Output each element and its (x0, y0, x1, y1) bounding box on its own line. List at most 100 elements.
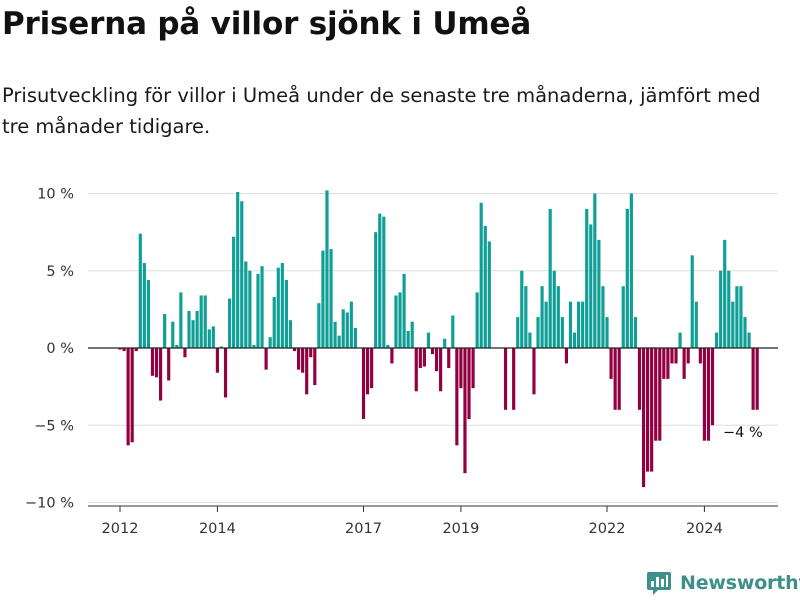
bar (552, 270, 556, 348)
y-tick-label: 0 % (46, 341, 74, 357)
bar (301, 348, 305, 373)
bar (426, 332, 431, 348)
bar (187, 310, 191, 348)
bar (666, 348, 670, 379)
bar (735, 286, 739, 348)
bar (159, 348, 163, 401)
bar (641, 348, 646, 488)
bar (199, 295, 203, 348)
bar (378, 213, 382, 348)
last-value-annotation: −4 % (723, 425, 763, 441)
bar (682, 348, 686, 379)
bar (414, 348, 418, 392)
bar (633, 317, 638, 348)
bar (370, 348, 374, 389)
x-tick-label: 2014 (199, 521, 236, 537)
bar (629, 193, 633, 348)
bar (232, 236, 236, 348)
bar (292, 348, 297, 352)
bar (637, 348, 642, 410)
bar (333, 321, 337, 348)
bar (572, 332, 577, 348)
bar (329, 249, 333, 348)
bar (142, 263, 146, 348)
bar (244, 261, 248, 348)
bar (621, 286, 625, 348)
bar (361, 348, 366, 420)
bar (341, 309, 345, 349)
bar (658, 348, 662, 441)
bar (690, 255, 694, 348)
bar (284, 280, 288, 348)
bar (686, 348, 690, 364)
bar (556, 286, 560, 348)
bar (256, 273, 260, 348)
bar (451, 315, 455, 348)
bar (715, 332, 719, 348)
y-tick-label: 5 % (46, 264, 74, 280)
bar (581, 301, 585, 348)
newsworthy-logo-icon (647, 572, 671, 595)
bar (577, 301, 581, 348)
bar (751, 348, 755, 410)
bar (487, 241, 491, 348)
bar (564, 348, 569, 364)
bar (625, 208, 629, 348)
bar (670, 348, 674, 364)
bar (434, 348, 439, 372)
bar (305, 348, 309, 395)
bar (138, 233, 142, 348)
bar (321, 250, 325, 348)
bar (459, 348, 463, 389)
bar (252, 344, 256, 348)
bar (617, 348, 621, 410)
bar (179, 292, 183, 348)
x-tick-label: 2019 (442, 521, 479, 537)
bar (654, 348, 658, 441)
bar (345, 312, 349, 348)
page-subtitle: Prisutveckling för villor i Umeå under d… (2, 84, 761, 138)
bar (150, 348, 155, 376)
bar (276, 267, 280, 348)
bar (353, 327, 357, 348)
bar (349, 301, 353, 348)
bar (662, 348, 666, 379)
bar (601, 286, 605, 348)
bar (280, 263, 284, 348)
x-tick-label: 2024 (686, 521, 723, 537)
x-tick-label: 2012 (102, 521, 139, 537)
bar (126, 348, 130, 446)
bar (544, 301, 548, 348)
bar (698, 348, 702, 364)
bar (678, 332, 682, 348)
bar (455, 348, 459, 446)
bar (268, 337, 272, 348)
bar (593, 193, 597, 348)
bar (207, 329, 211, 348)
bar (613, 348, 617, 410)
bar (167, 348, 171, 381)
bar (422, 348, 426, 367)
bar (195, 310, 199, 348)
bar (228, 298, 232, 348)
bar (650, 348, 654, 472)
bar (597, 239, 601, 348)
bar (560, 317, 564, 348)
bar (723, 239, 727, 348)
bar (520, 270, 524, 348)
bar (430, 348, 435, 355)
bar (163, 314, 167, 348)
bar (702, 348, 706, 441)
bar (390, 348, 394, 364)
bar (288, 320, 293, 348)
bar (337, 335, 341, 348)
bar (540, 286, 544, 348)
bar (365, 348, 370, 395)
bar (694, 301, 698, 348)
bar (406, 331, 410, 348)
bar (483, 225, 487, 348)
bar (240, 201, 244, 348)
bar (747, 332, 751, 348)
bar (568, 301, 573, 348)
bar (264, 348, 268, 370)
